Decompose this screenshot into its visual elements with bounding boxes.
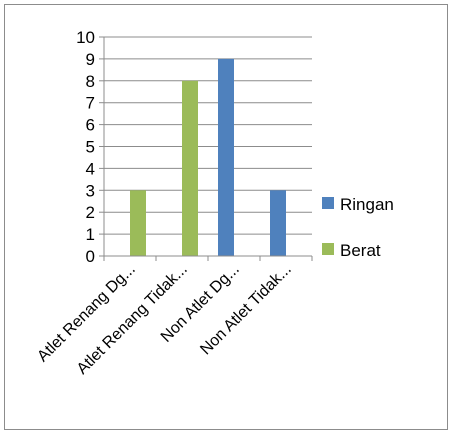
- bar-ringan-3: [270, 190, 286, 256]
- legend: Ringan Berat: [322, 195, 394, 260]
- legend-swatch-ringan: [322, 197, 334, 209]
- y-tick-labels: 0 1 2 3 4 5 6 7 8 9 10: [76, 28, 95, 266]
- legend-label-ringan: Ringan: [340, 195, 394, 214]
- y-tick-label-9: 9: [86, 50, 95, 69]
- y-tick-label-6: 6: [86, 116, 95, 135]
- x-category-label-0: Atlet Renang Dg...: [34, 261, 138, 365]
- y-tick-label-10: 10: [76, 28, 95, 47]
- bars: [130, 59, 286, 256]
- x-category-label-3: Non Atlet Tidak...: [197, 261, 295, 359]
- legend-label-berat: Berat: [340, 241, 381, 260]
- y-tick-label-3: 3: [86, 181, 95, 200]
- x-category-labels: Atlet Renang Dg...Atlet Renang Tidak...N…: [34, 261, 294, 378]
- y-tick-label-7: 7: [86, 94, 95, 113]
- y-tick-label-8: 8: [86, 72, 95, 91]
- y-tick-label-5: 5: [86, 138, 95, 157]
- y-tick-label-2: 2: [86, 203, 95, 222]
- bar-berat-0: [130, 190, 146, 256]
- bar-ringan-2: [218, 59, 234, 256]
- legend-swatch-berat: [322, 243, 334, 255]
- y-tick-label-1: 1: [86, 225, 95, 244]
- bar-berat-1: [182, 81, 198, 256]
- y-tick-label-0: 0: [86, 247, 95, 266]
- y-tick-label-4: 4: [86, 159, 95, 178]
